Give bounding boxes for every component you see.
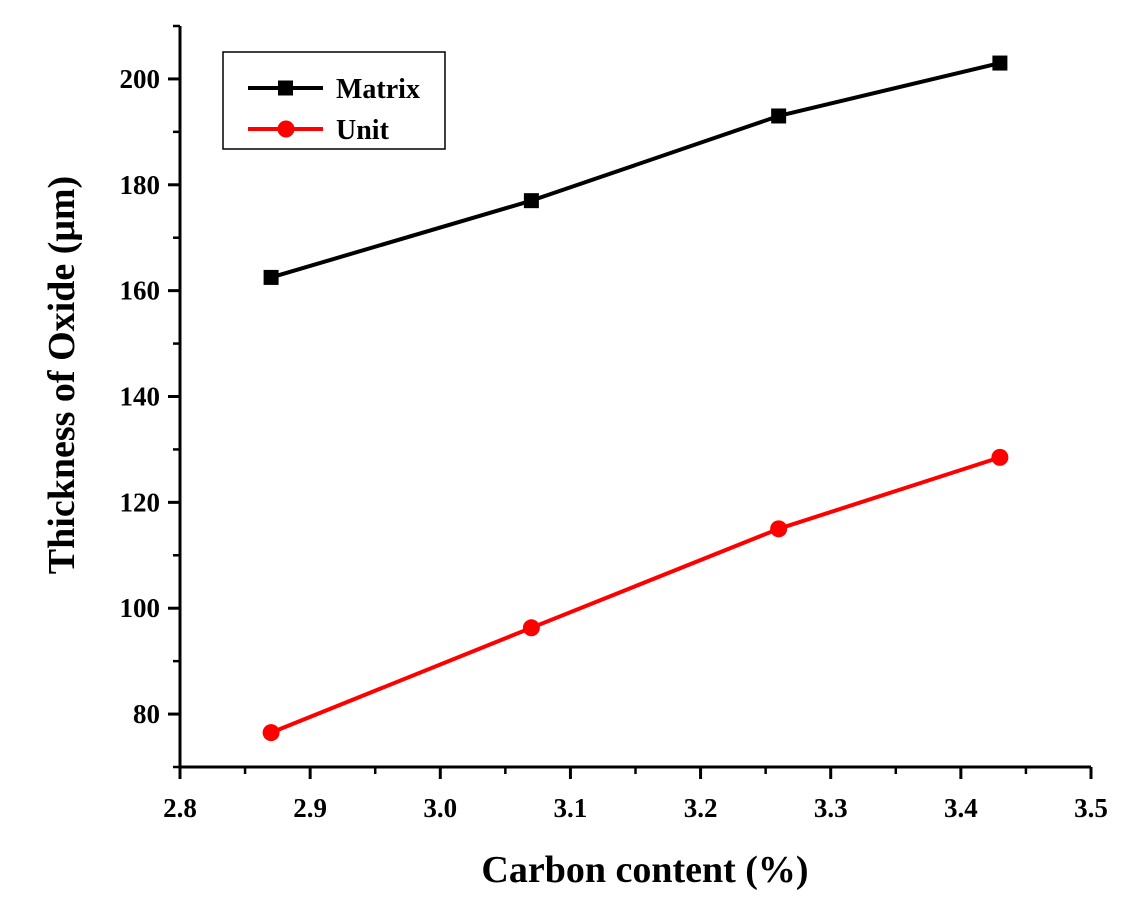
data-point-unit (991, 448, 1009, 466)
y-ticks: 80 100 120 140 160 180 200 (120, 24, 180, 769)
x-tick-label: 3.3 (814, 793, 848, 823)
x-axis-title: Carbon content (%) (481, 849, 808, 891)
legend-box (222, 51, 446, 150)
x-tick-label: 3.4 (944, 793, 978, 823)
data-point-unit (262, 724, 280, 742)
y-tick-label: 80 (133, 699, 160, 729)
series-line-unit (270, 455, 1001, 735)
x-ticks: 2.8 2.9 3.0 3.1 3.2 3.3 3.4 3.5 (163, 767, 1108, 823)
x-tick-label: 3.2 (684, 793, 718, 823)
series-layer (262, 55, 1009, 742)
x-tick-label: 3.1 (554, 793, 588, 823)
series-line-matrix (270, 61, 1001, 280)
x-tick-label: 2.9 (293, 793, 327, 823)
data-point-matrix (263, 269, 279, 285)
y-tick-label: 200 (120, 64, 161, 94)
legend: Matrix Unit (222, 51, 446, 150)
x-tick-label: 3.5 (1074, 793, 1108, 823)
legend-marker-unit (277, 120, 295, 138)
y-tick-label: 120 (120, 487, 161, 517)
y-tick-label: 140 (120, 382, 161, 412)
legend-label-matrix: Matrix (336, 74, 420, 105)
data-point-unit (522, 619, 540, 637)
y-tick-label: 100 (120, 593, 161, 623)
data-point-unit (770, 520, 788, 538)
x-tick-label: 2.8 (163, 793, 197, 823)
data-point-matrix (992, 55, 1008, 71)
x-tick-label: 3.0 (423, 793, 457, 823)
y-axis-title: Thickness of Oxide (μm) (41, 176, 83, 574)
legend-label-unit: Unit (336, 115, 390, 146)
data-point-matrix (771, 108, 787, 124)
data-point-matrix (523, 193, 539, 209)
legend-marker-matrix (278, 80, 293, 96)
y-tick-label: 160 (120, 276, 161, 306)
y-tick-label: 180 (120, 170, 161, 200)
